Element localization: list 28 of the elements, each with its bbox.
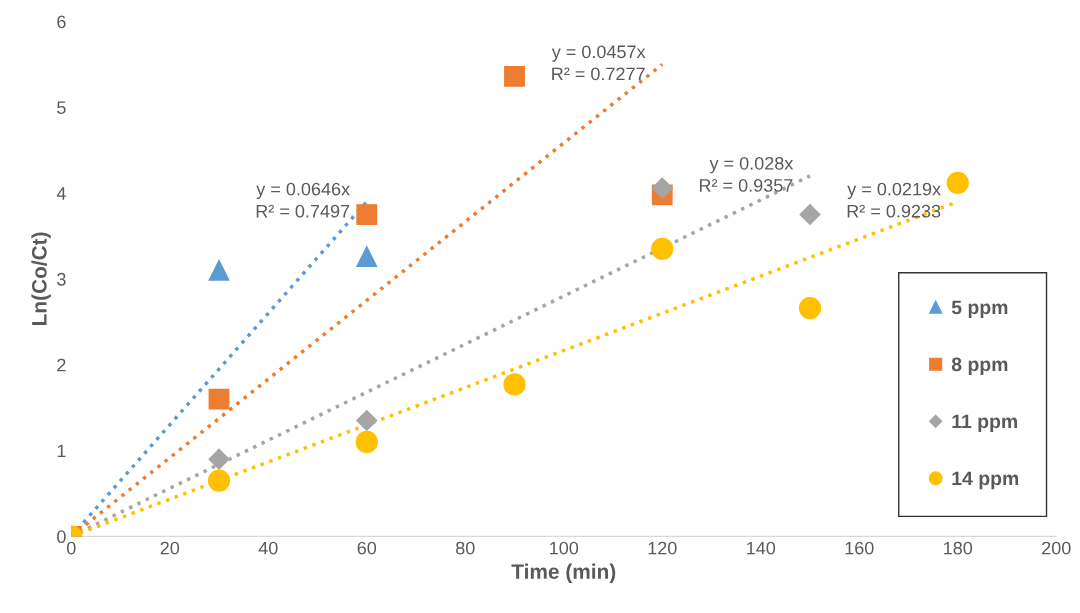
x-tick-label: 20 <box>160 541 180 555</box>
annotation: y = 0.028x R² = 0.9357 <box>699 156 794 192</box>
legend-label: 14 ppm <box>952 471 1019 490</box>
x-axis-title: Time (min) <box>511 563 616 584</box>
annotation: y = 0.0219x R² = 0.9233 <box>847 182 941 218</box>
x-tick-label: 80 <box>456 541 475 555</box>
x-tick-label: 200 <box>1042 541 1071 555</box>
x-tick-label: 60 <box>357 541 377 555</box>
x-tick-label: 120 <box>648 541 677 555</box>
y-axis-title: Ln(Co/Ct) <box>31 232 51 325</box>
y-tick-label: 1 <box>57 444 66 458</box>
annotation: y = 0.0646x R² = 0.7497 <box>256 182 350 218</box>
x-tick-label: 140 <box>747 541 776 555</box>
y-tick-label: 3 <box>57 272 66 286</box>
y-tick-label: 5 <box>57 101 66 114</box>
annotation: y = 0.0457x R² = 0.7277 <box>551 45 646 81</box>
legend-label: 11 ppm <box>952 414 1018 433</box>
x-tick-label: 160 <box>845 541 874 555</box>
x-tick-label: 100 <box>550 541 579 555</box>
y-tick-label: 2 <box>57 358 66 372</box>
x-tick-label: 180 <box>944 541 973 555</box>
x-tick-label: 40 <box>258 541 278 555</box>
legend-label: 5 ppm <box>951 300 1008 319</box>
legend-label: 8 ppm <box>951 357 1008 376</box>
x-tick-label: 0 <box>66 541 76 555</box>
y-tick-label: 4 <box>56 187 66 200</box>
y-tick-label: 6 <box>57 15 66 29</box>
y-tick-label: 0 <box>57 530 66 544</box>
